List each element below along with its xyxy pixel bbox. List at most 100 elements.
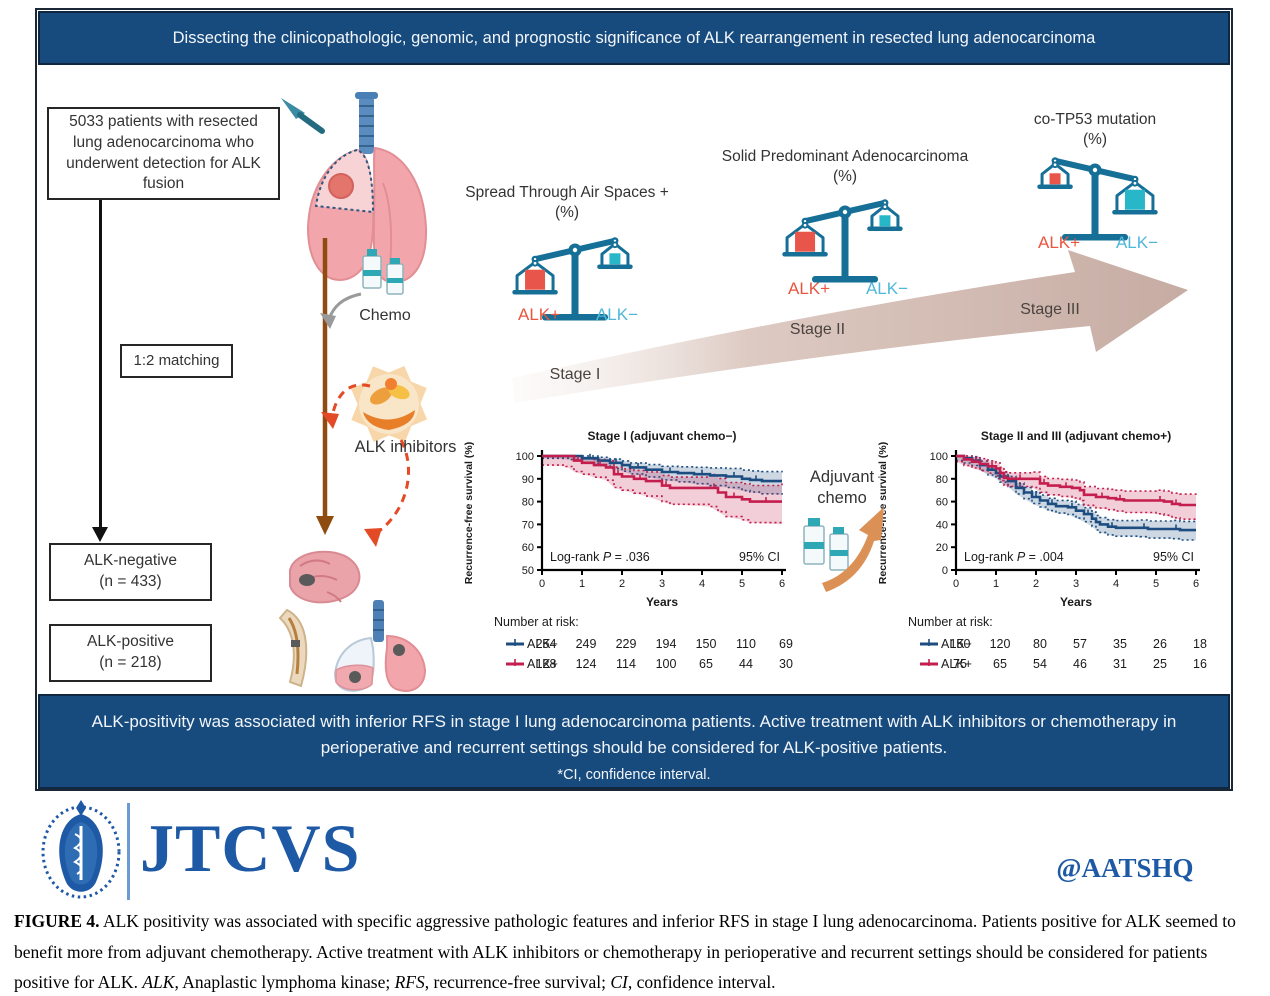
svg-text:40: 40 <box>936 519 948 531</box>
stage-2-label: Stage II <box>789 321 846 338</box>
km-chart-stage1: 50 60 70 80 90 100 0 1 2 3 4 5 6 Stage I (adjuvant ch… <box>463 429 793 671</box>
alk-arrowhead-2 <box>364 528 382 547</box>
svg-text:Number at risk:: Number at risk: <box>908 615 993 629</box>
svg-text:35: 35 <box>1113 637 1127 651</box>
scale-tp53-alk-pos: ALK+ <box>1038 233 1081 252</box>
svg-text:26: 26 <box>1153 637 1167 651</box>
svg-text:80: 80 <box>1033 637 1047 651</box>
svg-text:69: 69 <box>779 637 793 651</box>
svg-text:2: 2 <box>1033 578 1039 590</box>
svg-text:46: 46 <box>1073 657 1087 671</box>
svg-text:2: 2 <box>619 578 625 590</box>
alk-inhibitors-icon <box>350 365 428 443</box>
cohort-box: 5033 patients with resected lung adenoca… <box>47 107 280 200</box>
svg-text:6: 6 <box>1193 578 1199 590</box>
scale-solid-icon <box>782 199 903 283</box>
svg-text:128: 128 <box>536 657 557 671</box>
scale-solid-labels: ALK+ ALK− <box>778 279 918 299</box>
scale-stas-alk-neg: ALK− <box>595 305 638 324</box>
alk-arrowhead-1 <box>321 412 339 429</box>
svg-text:31: 31 <box>1113 657 1127 671</box>
svg-text:Years: Years <box>646 595 678 609</box>
svg-text:20: 20 <box>936 542 948 554</box>
chemo-vials-icon <box>362 249 404 295</box>
svg-text:Recurrence-free survival (%): Recurrence-free survival (%) <box>463 442 475 584</box>
alk-positive-box: ALK-positive (n = 218) <box>49 624 212 682</box>
svg-text:0: 0 <box>942 565 948 577</box>
chemo-label: Chemo <box>359 307 411 324</box>
alk-negative-label: ALK-negative <box>83 552 178 570</box>
km-chart-stage2-3: 0 20 40 60 80 100 0 1 2 3 4 5 6 Stage II and III (adj… <box>877 429 1207 671</box>
scale-tp53-title: co-TP53 mutation (%) <box>1033 111 1157 149</box>
flow-arrowhead <box>92 527 108 542</box>
svg-text:65: 65 <box>993 657 1007 671</box>
svg-text:90: 90 <box>522 474 534 486</box>
recurrence-organs-icon <box>278 550 427 692</box>
svg-text:Log-rank P = .036: Log-rank P = .036 <box>550 550 650 564</box>
adjuvant-chemo-vials-icon <box>803 518 849 571</box>
svg-text:95% CI: 95% CI <box>739 550 780 564</box>
svg-text:100: 100 <box>656 657 677 671</box>
svg-text:4: 4 <box>699 578 705 590</box>
svg-text:110: 110 <box>736 637 756 651</box>
svg-text:249: 249 <box>576 637 597 651</box>
svg-text:44: 44 <box>739 657 753 671</box>
scale-tp53-labels: ALK+ ALK− <box>1028 233 1168 253</box>
aats-seal-icon <box>41 800 121 899</box>
svg-text:150: 150 <box>950 637 971 651</box>
svg-text:5: 5 <box>739 578 745 590</box>
figure-caption: FIGURE 4. ALK positivity was associated … <box>14 911 1236 993</box>
svg-text:100: 100 <box>930 451 948 463</box>
scale-solid-alk-pos: ALK+ <box>788 279 831 298</box>
svg-text:75: 75 <box>953 657 967 671</box>
treatment-pathway-illustration <box>278 92 428 692</box>
svg-text:1: 1 <box>993 578 999 590</box>
conclusion-banner: ALK-positivity was associated with infer… <box>38 694 1230 789</box>
figure-title: Dissecting the clinicopathologic, genomi… <box>172 29 1096 47</box>
svg-text:194: 194 <box>656 637 677 651</box>
svg-text:120: 120 <box>990 637 1011 651</box>
scale-stas-title: Spread Through Air Spaces + (%) <box>465 184 669 222</box>
svg-text:30: 30 <box>779 657 793 671</box>
svg-text:57: 57 <box>1073 637 1087 651</box>
svg-text:25: 25 <box>1153 657 1167 671</box>
cohort-text: 5033 patients with resected lung adenoca… <box>66 112 261 193</box>
svg-text:ALK+: ALK+ <box>527 657 558 671</box>
adjuvant-chemo-arrow <box>822 507 884 592</box>
flow-connector-line <box>99 200 102 528</box>
alk-inhibitor-arrows <box>330 383 410 536</box>
svg-text:Log-rank P = .004: Log-rank P = .004 <box>964 550 1064 564</box>
stage-3-label: Stage III <box>1020 301 1080 318</box>
svg-text:Years: Years <box>1060 595 1092 609</box>
svg-text:ALK−: ALK− <box>941 637 972 651</box>
svg-text:3: 3 <box>659 578 665 590</box>
svg-text:0: 0 <box>953 578 959 590</box>
scalpel-icon <box>281 98 325 134</box>
svg-text:Stage I (adjuvant chemo−): Stage I (adjuvant chemo−) <box>587 429 736 443</box>
svg-text:60: 60 <box>522 542 534 554</box>
svg-text:5: 5 <box>1153 578 1159 590</box>
svg-text:6: 6 <box>779 578 785 590</box>
chemo-arrowhead <box>320 313 336 329</box>
svg-text:4: 4 <box>1113 578 1119 590</box>
svg-text:1: 1 <box>579 578 585 590</box>
svg-text:0: 0 <box>539 578 545 590</box>
svg-text:ALK−: ALK− <box>527 637 558 651</box>
logo-divider <box>127 803 130 900</box>
alk-negative-box: ALK-negative (n = 433) <box>49 543 212 601</box>
scale-tp53-alk-neg: ALK− <box>1115 233 1158 252</box>
svg-text:Stage II and III (adjuvant che: Stage II and III (adjuvant chemo+) <box>981 429 1171 443</box>
scale-stas-alk-pos: ALK+ <box>518 305 561 324</box>
svg-text:254: 254 <box>536 637 557 651</box>
matching-text: 1:2 matching <box>133 351 220 369</box>
svg-text:Number at risk:: Number at risk: <box>494 615 579 629</box>
alk-negative-count: (n = 433) <box>99 573 162 590</box>
scale-tp53-icon <box>1037 157 1158 241</box>
twitter-handle: @AATSHQ <box>1056 853 1194 883</box>
svg-text:124: 124 <box>576 657 597 671</box>
svg-text:3: 3 <box>1073 578 1079 590</box>
svg-text:229: 229 <box>616 637 637 651</box>
scale-solid-title: Solid Predominant Adenocarcinoma (%) <box>721 148 969 186</box>
journal-logo: JTCVS <box>140 810 361 886</box>
